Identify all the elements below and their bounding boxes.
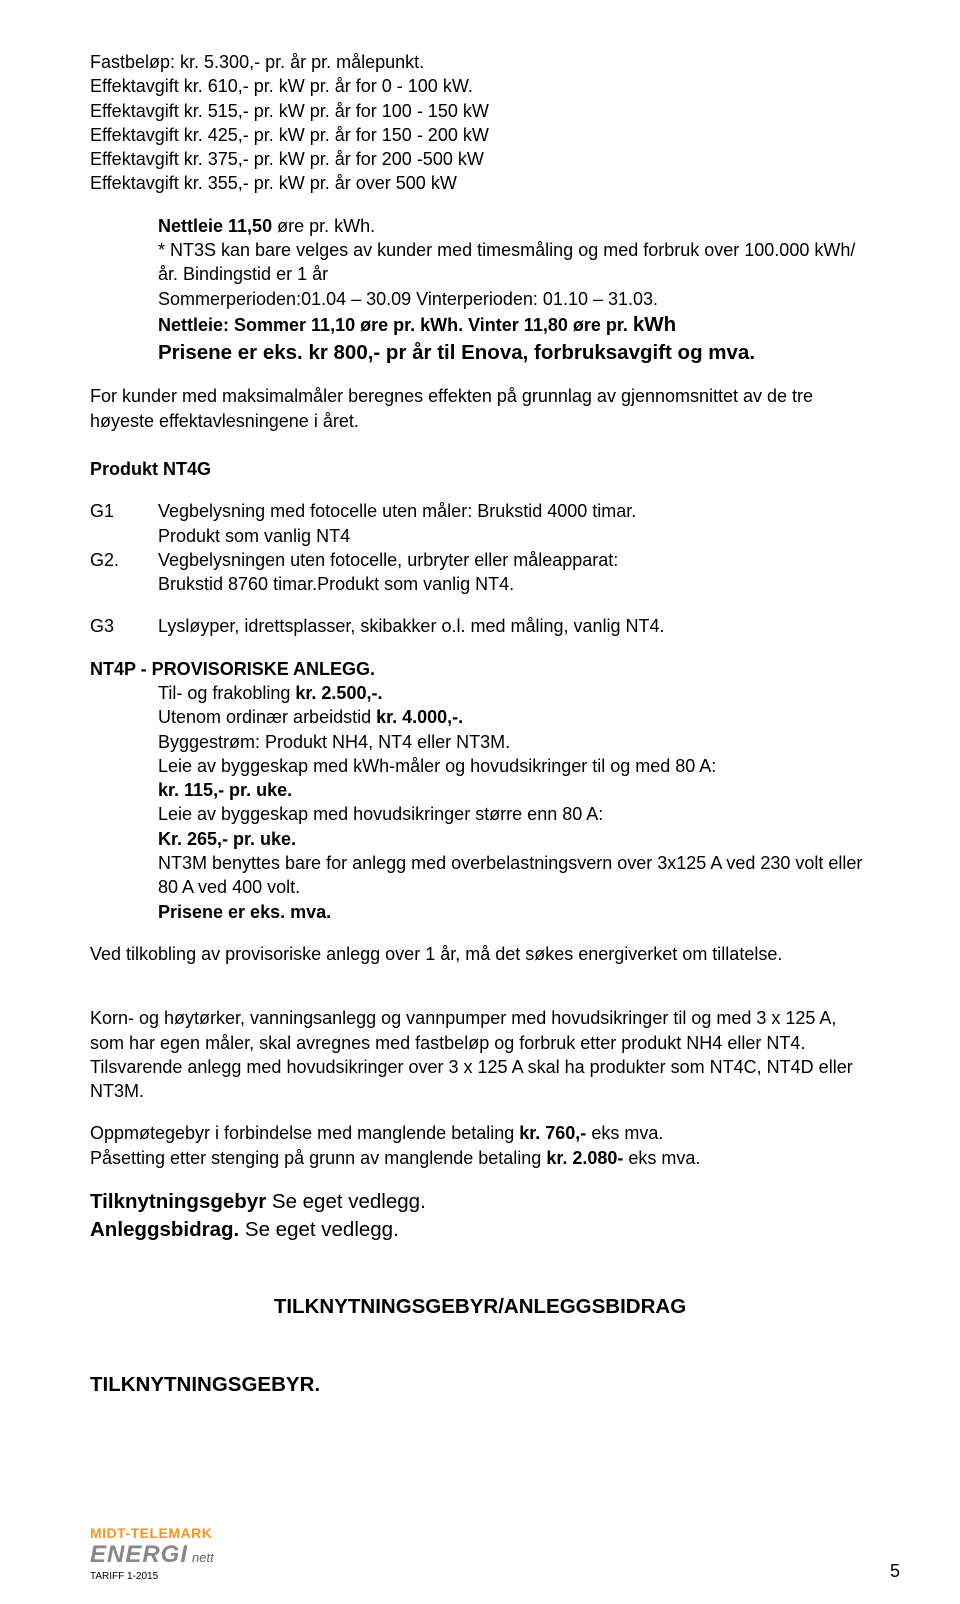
g3-label: G3 xyxy=(90,614,158,638)
g2-text-b: Brukstid 8760 timar.Produkt som vanlig N… xyxy=(158,572,870,596)
effektavgift-1: Effektavgift kr. 610,- pr. kW pr. år for… xyxy=(90,74,870,98)
page-number: 5 xyxy=(890,1561,900,1582)
nt4p-l1b: kr. 2.500,-. xyxy=(295,683,382,703)
nt4p-l9: Prisene er eks. mva. xyxy=(158,900,870,924)
nt4p-l3: Byggestrøm: Produkt NH4, NT4 eller NT3M. xyxy=(158,730,870,754)
effektavgift-5: Effektavgift kr. 355,- pr. kW pr. år ove… xyxy=(90,171,870,195)
g2-text-a: Vegbelysningen uten fotocelle, urbryter … xyxy=(158,548,870,572)
g3-text-a: Lysløyper, idrettsplasser, skibakker o.l… xyxy=(158,614,870,638)
sommer-suffix: kWh xyxy=(633,313,676,336)
nt4p-l2b: kr. 4.000,-. xyxy=(376,707,463,727)
oppmote-b: kr. 760,- xyxy=(519,1123,586,1143)
page-footer: MIDT-TELEMARK ENERGI nett TARIFF 1-2015 … xyxy=(90,1525,900,1582)
section-tilknytningsgebyr: TILKNYTNINGSGEBYR. xyxy=(90,1371,870,1399)
logo-energi: ENERGI xyxy=(90,1541,188,1569)
perioden-line: Sommerperioden:01.04 – 30.09 Vinterperio… xyxy=(158,287,870,311)
prisene-suffix: kr 800,- pr år til Enova, forbruksavgift… xyxy=(308,341,755,364)
nt4g-head: Produkt NT4G xyxy=(90,457,870,481)
nt4p-head: NT4P - PROVISORISKE ANLEGG. xyxy=(90,657,870,681)
oppmote-c: eks mva. xyxy=(586,1123,663,1143)
oppmote-a: Oppmøtegebyr i forbindelse med manglende… xyxy=(90,1123,519,1143)
nt4p-l7: Kr. 265,- pr. uke. xyxy=(158,827,870,851)
nettleie-prefix: Nettleie 11,50 xyxy=(158,216,277,236)
effektavgift-3: Effektavgift kr. 425,- pr. kW pr. år for… xyxy=(90,123,870,147)
g2-label: G2. xyxy=(90,548,158,597)
g1-text-a: Vegbelysning med fotocelle uten måler: B… xyxy=(158,499,870,523)
anleggsbidrag-line: Anleggsbidrag. Se eget vedlegg. xyxy=(90,1216,870,1244)
nt4p-l8: NT3M benyttes bare for anlegg med overbe… xyxy=(158,851,870,900)
g2-row: G2. Vegbelysningen uten fotocelle, urbry… xyxy=(90,548,870,597)
logo-nett: nett xyxy=(192,1550,214,1565)
pasetting-c: eks mva. xyxy=(623,1148,700,1168)
maksimalmaler-para: For kunder med maksimalmåler beregnes ef… xyxy=(90,384,870,433)
nettleie-sommer: Nettleie: Sommer 11,10 øre pr. kWh. Vint… xyxy=(158,311,870,339)
anleggsbidrag-a: Anleggsbidrag. xyxy=(90,1218,245,1241)
nettleie-suffix: øre pr. kWh. xyxy=(277,216,375,236)
nt4p-l2a: Utenom ordinær arbeidstid xyxy=(158,707,376,727)
oppmote-line: Oppmøtegebyr i forbindelse med manglende… xyxy=(90,1121,870,1145)
nt4p-l6: Leie av byggeskap med hovudsikringer stø… xyxy=(158,802,870,826)
g3-row: G3 Lysløyper, idrettsplasser, skibakker … xyxy=(90,614,870,638)
tilknytning-a: Tilknytningsgebyr xyxy=(90,1190,272,1213)
tilknytning-line: Tilknytningsgebyr Se eget vedlegg. xyxy=(90,1188,870,1216)
korn-para: Korn- og høytørker, vanningsanlegg og va… xyxy=(90,1006,870,1103)
prisene-eks-line: Prisene er eks. kr 800,- pr år til Enova… xyxy=(158,339,870,367)
pasetting-b: kr. 2.080- xyxy=(546,1148,623,1168)
title-center: TILKNYTNINGSGEBYR/ANLEGGSBIDRAG xyxy=(90,1293,870,1321)
prisene-prefix: Prisene er eks. xyxy=(158,341,308,364)
nettleie-line: Nettleie 11,50 øre pr. kWh. xyxy=(158,214,870,238)
g1-row: G1 Vegbelysning med fotocelle uten måler… xyxy=(90,499,870,548)
anleggsbidrag-b: Se eget vedlegg. xyxy=(245,1218,399,1241)
pasetting-a: Påsetting etter stenging på grunn av man… xyxy=(90,1148,546,1168)
tillatelse-para: Ved tilkobling av provisoriske anlegg ov… xyxy=(90,942,870,966)
nt4p-l5: kr. 115,- pr. uke. xyxy=(158,778,870,802)
fastbelop-line: Fastbeløp: kr. 5.300,- pr. år pr. målepu… xyxy=(90,50,870,74)
effektavgift-2: Effektavgift kr. 515,- pr. kW pr. år for… xyxy=(90,99,870,123)
nt3s-note: * NT3S kan bare velges av kunder med tim… xyxy=(158,238,870,287)
g1-label: G1 xyxy=(90,499,158,548)
nt4p-l1a: Til- og frakobling xyxy=(158,683,295,703)
sommer-prefix: Nettleie: Sommer 11,10 øre pr. kWh. Vint… xyxy=(158,315,633,335)
logo-block: MIDT-TELEMARK ENERGI nett TARIFF 1-2015 xyxy=(90,1525,214,1582)
tilknytning-b: Se eget vedlegg. xyxy=(272,1190,426,1213)
nt4p-l4: Leie av byggeskap med kWh-måler og hovud… xyxy=(158,754,870,778)
tariff-label: TARIFF 1-2015 xyxy=(90,1571,214,1582)
pasetting-line: Påsetting etter stenging på grunn av man… xyxy=(90,1146,870,1170)
logo-midt: MIDT-TELEMARK xyxy=(90,1525,214,1541)
g1-text-b: Produkt som vanlig NT4 xyxy=(158,524,870,548)
nt4p-l2: Utenom ordinær arbeidstid kr. 4.000,-. xyxy=(158,705,870,729)
effektavgift-4: Effektavgift kr. 375,- pr. kW pr. år for… xyxy=(90,147,870,171)
nt4p-l1: Til- og frakobling kr. 2.500,-. xyxy=(158,681,870,705)
